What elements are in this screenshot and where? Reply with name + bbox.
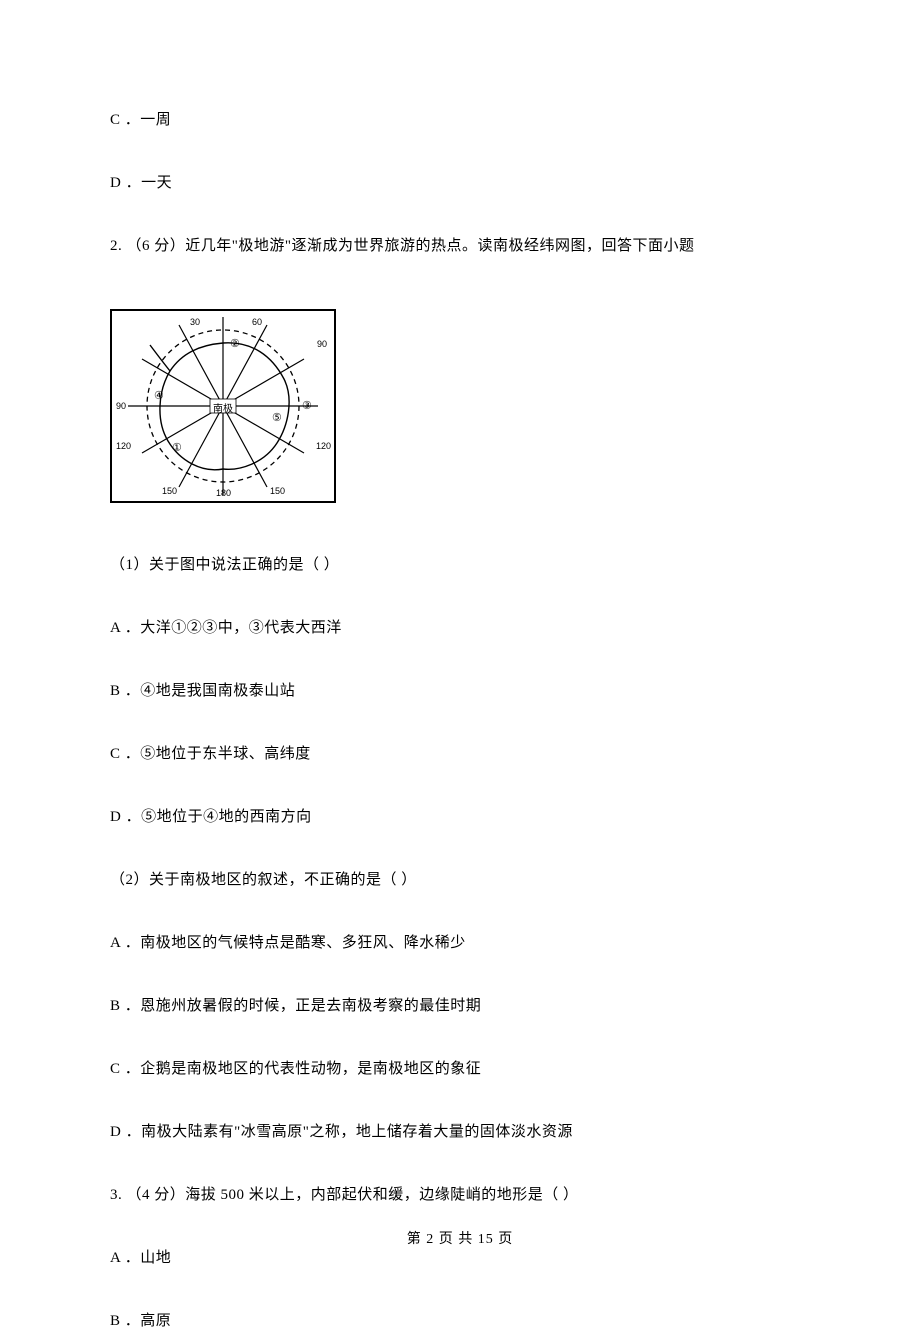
marker-3: ③ — [302, 399, 312, 412]
q2-p2-c: C ．企鹅是南极地区的代表性动物，是南极地区的象征 — [110, 1059, 810, 1080]
q2-p2-b: B ．恩施州放暑假的时候，正是去南极考察的最佳时期 — [110, 996, 810, 1017]
q2-p1-b: B ．④地是我国南极泰山站 — [110, 681, 810, 702]
marker-4: ④ — [154, 389, 164, 402]
option-prev-d: D ．一天 — [110, 173, 810, 194]
lon-label-180-bottom: 180 — [216, 488, 231, 498]
q2-p1-stem: （1）关于图中说法正确的是（ ） — [110, 555, 810, 576]
q3-stem: 3. （4 分）海拔 500 米以上，内部起伏和缓，边缘陡峭的地形是（ ） — [110, 1185, 810, 1206]
figure-border: 南极 30 60 90 120 150 180 150 120 90 ① ② ③… — [110, 309, 336, 503]
q2-p1-c: C ．⑤地位于东半球、高纬度 — [110, 744, 810, 765]
lon-label-60-top: 60 — [252, 317, 262, 327]
center-label: 南极 — [213, 400, 233, 415]
lon-label-90-left: 90 — [116, 401, 126, 411]
lon-label-150-bl: 150 — [162, 486, 177, 496]
lon-label-120-left: 120 — [116, 441, 131, 451]
antarctic-figure: 南极 30 60 90 120 150 180 150 120 90 ① ② ③… — [110, 309, 810, 503]
q2-p2-d: D ．南极大陆素有"冰雪高原"之称，地上储存着大量的固体淡水资源 — [110, 1122, 810, 1143]
q3-a: A ．山地 — [110, 1248, 810, 1269]
q2-stem: 2. （6 分）近几年"极地游"逐渐成为世界旅游的热点。读南极经纬网图，回答下面… — [110, 236, 810, 257]
marker-2: ② — [230, 337, 240, 350]
q2-p2-a: A ．南极地区的气候特点是酷寒、多狂风、降水稀少 — [110, 933, 810, 954]
marker-1: ① — [172, 441, 182, 454]
lon-label-150-br: 150 — [270, 486, 285, 496]
marker-5: ⑤ — [272, 411, 282, 424]
q3-b: B ．高原 — [110, 1311, 810, 1332]
q2-p2-stem: （2）关于南极地区的叙述，不正确的是（ ） — [110, 870, 810, 891]
lon-label-90-right: 90 — [317, 339, 327, 349]
q2-p1-d: D ．⑤地位于④地的西南方向 — [110, 807, 810, 828]
lon-label-30-top: 30 — [190, 317, 200, 327]
lon-label-120-right: 120 — [316, 441, 331, 451]
option-prev-c: C ．一周 — [110, 110, 810, 131]
q2-p1-a: A ．大洋①②③中，③代表大西洋 — [110, 618, 810, 639]
page-footer: 第 2 页 共 15 页 — [0, 1228, 920, 1248]
